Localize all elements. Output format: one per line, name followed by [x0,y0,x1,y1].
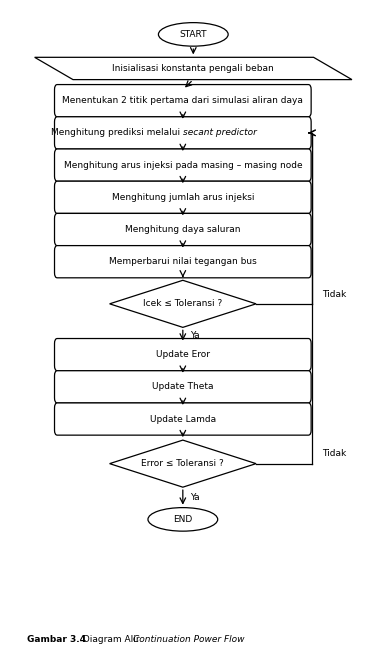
Text: Continuation Power Flow: Continuation Power Flow [133,634,244,644]
Text: Icek ≤ Toleransi ?: Icek ≤ Toleransi ? [143,299,222,308]
FancyBboxPatch shape [55,371,311,403]
Polygon shape [34,57,352,80]
Ellipse shape [148,508,218,531]
Text: Update Lamda: Update Lamda [150,415,216,424]
Text: Ya: Ya [190,331,199,340]
FancyBboxPatch shape [55,213,311,246]
Text: Diagram Alir: Diagram Alir [80,634,142,644]
FancyBboxPatch shape [55,338,311,371]
Text: Tidak: Tidak [322,449,346,458]
FancyBboxPatch shape [55,403,311,435]
Text: Memperbarui nilai tegangan bus: Memperbarui nilai tegangan bus [109,257,257,266]
Ellipse shape [158,23,228,46]
Text: END: END [173,515,193,524]
Text: Menghitung jumlah arus injeksi: Menghitung jumlah arus injeksi [111,193,254,202]
Polygon shape [110,440,256,487]
Text: secant predictor: secant predictor [183,128,257,138]
Text: Update Eror: Update Eror [156,350,210,359]
Text: Menentukan 2 titik pertama dari simulasi aliran daya: Menentukan 2 titik pertama dari simulasi… [63,96,303,105]
Text: Gambar 3.4: Gambar 3.4 [27,634,86,644]
Text: START: START [180,30,207,39]
FancyBboxPatch shape [55,149,311,181]
Text: Menghitung arus injeksi pada masing – masing node: Menghitung arus injeksi pada masing – ma… [64,160,302,170]
Text: Menghitung daya saluran: Menghitung daya saluran [125,225,241,234]
FancyBboxPatch shape [55,85,311,117]
FancyBboxPatch shape [55,246,311,278]
Text: Update Theta: Update Theta [152,382,214,391]
FancyBboxPatch shape [55,181,311,213]
Polygon shape [110,280,256,327]
Text: Ya: Ya [190,493,199,502]
Text: Inisialisasi konstanta pengali beban: Inisialisasi konstanta pengali beban [113,64,274,73]
Text: Error ≤ Toleransi ?: Error ≤ Toleransi ? [141,459,224,468]
FancyBboxPatch shape [55,117,311,149]
Text: Menghitung prediksi melalui: Menghitung prediksi melalui [51,128,183,138]
Text: Tidak: Tidak [322,290,346,299]
